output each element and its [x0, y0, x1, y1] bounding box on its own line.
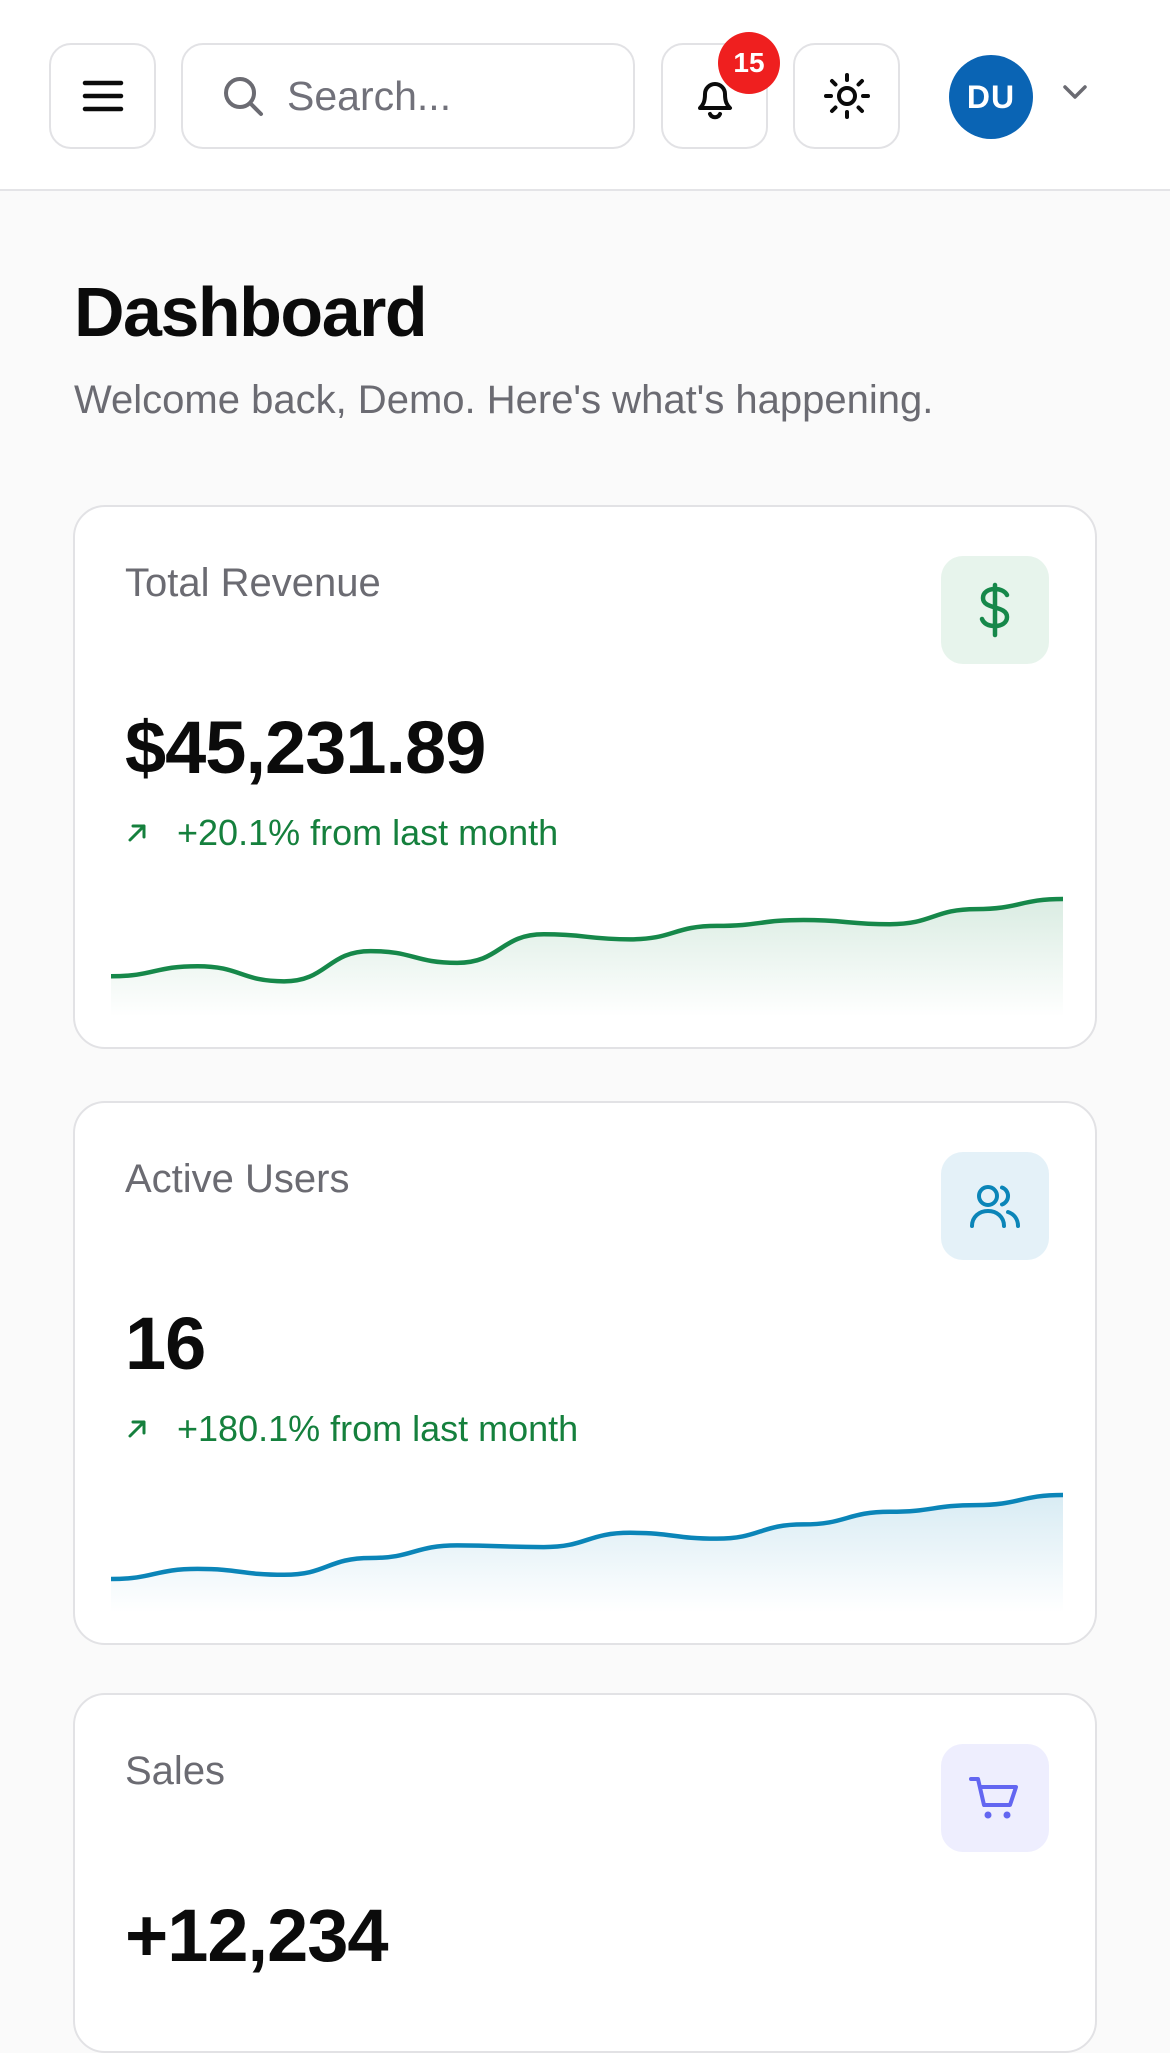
sparkline-line	[111, 1492, 1063, 1582]
card-label: Active Users	[125, 1157, 350, 1201]
dollar-icon	[979, 582, 1010, 638]
sparkline-line	[111, 896, 1063, 984]
active-users-card: Active Users 16 +180.1% from last month	[73, 1101, 1097, 1645]
shopping-cart-icon	[969, 1777, 1018, 1819]
sparkline-area	[111, 899, 1063, 1017]
card-trend: +20.1% from last month	[125, 812, 558, 854]
card-value: +12,234	[125, 1894, 389, 1977]
revenue-icon-tile	[941, 556, 1049, 664]
card-trend: +180.1% from last month	[125, 1408, 578, 1450]
sun-icon	[823, 73, 870, 119]
card-label: Sales	[125, 1749, 226, 1793]
users-icon	[970, 1185, 1020, 1228]
chevron-down-icon[interactable]	[1061, 82, 1089, 102]
notification-badge: 15	[718, 32, 780, 94]
card-value: 16	[125, 1302, 206, 1385]
page-subtitle: Welcome back, Demo. Here's what's happen…	[74, 378, 934, 422]
card-label: Total Revenue	[125, 561, 381, 605]
users-icon-tile	[941, 1152, 1049, 1260]
bell-icon	[697, 82, 732, 120]
total-revenue-card: Total Revenue $45,231.89 +20.1% from las…	[73, 505, 1097, 1049]
top-bar: Search... 15 DU	[0, 0, 1170, 191]
menu-icon	[82, 80, 123, 112]
theme-toggle-button[interactable]	[793, 43, 900, 149]
arrow-up-right-icon	[128, 824, 146, 842]
avatar[interactable]: DU	[949, 55, 1033, 139]
page-title: Dashboard	[74, 273, 428, 351]
sparkline-area	[111, 1495, 1063, 1613]
arrow-up-right-icon	[128, 1420, 146, 1438]
search-icon	[224, 77, 263, 116]
sales-card: Sales +12,234	[73, 1693, 1097, 2053]
search-input[interactable]: Search...	[181, 43, 635, 149]
card-value: $45,231.89	[125, 706, 486, 789]
revenue-sparkline	[111, 896, 1063, 1017]
notifications-button[interactable]	[661, 43, 768, 149]
menu-button[interactable]	[49, 43, 156, 149]
sales-icon-tile	[941, 1744, 1049, 1852]
search-placeholder: Search...	[287, 72, 452, 119]
users-sparkline	[111, 1492, 1063, 1613]
trend-text: +180.1% from last month	[177, 1408, 579, 1449]
trend-text: +20.1% from last month	[177, 812, 559, 853]
